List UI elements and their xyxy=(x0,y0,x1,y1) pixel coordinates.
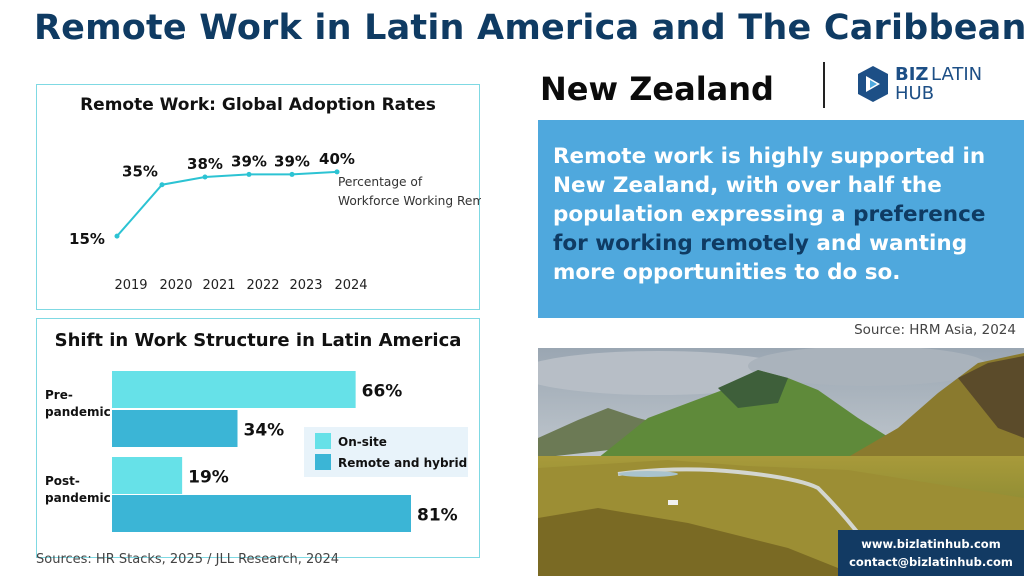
legend-label: Workforce Working Remotely xyxy=(338,194,481,208)
quote-part1: Remote work is highly supported in New Z… xyxy=(553,144,986,227)
website-link[interactable]: www.bizlatinhub.com xyxy=(861,537,1001,551)
bar-value-label: 66% xyxy=(362,382,403,402)
quote-box xyxy=(538,120,1024,318)
logo-text-hub: HUB xyxy=(895,83,935,104)
quote-highlight: preference for working remotely xyxy=(553,202,986,256)
logo-mark-icon xyxy=(858,66,888,102)
logo-text-latin: LATIN xyxy=(931,64,983,85)
structure-bar-chart: 66% 34% Pre-pandemic 19% 81% Post-pandemic On-… xyxy=(45,371,468,532)
legend-label: Percentage of xyxy=(338,175,423,189)
legend-swatch xyxy=(315,454,331,470)
x-tick-label: 2020 xyxy=(159,278,192,293)
bar-value-label: 34% xyxy=(244,421,285,441)
series-line xyxy=(116,170,338,237)
x-tick-label: 2022 xyxy=(246,278,279,293)
data-label: 39% xyxy=(274,152,310,170)
quote-text: Remote work is highly supported in New Z… xyxy=(553,142,1013,287)
bar-remote xyxy=(112,495,411,532)
bizlatinhub-logo: BIZ LATIN HUB xyxy=(855,64,995,104)
x-tick-label: 2023 xyxy=(289,278,322,293)
bar-value-label: 81% xyxy=(417,506,458,526)
data-label: 38% xyxy=(187,155,223,173)
data-point xyxy=(202,174,208,180)
structure-chart-title: Shift in Work Structure in Latin America xyxy=(54,330,462,351)
data-label: 35% xyxy=(122,163,158,181)
data-point xyxy=(334,169,340,175)
data-label: 39% xyxy=(231,152,267,170)
page-title: Remote Work in Latin America and The Car… xyxy=(34,8,1024,48)
source-hrm: Source: HRM Asia, 2024 xyxy=(854,322,1016,338)
data-point xyxy=(114,233,120,239)
category-label: Post- xyxy=(45,474,80,488)
bar-value-label: 19% xyxy=(188,468,229,488)
header-divider xyxy=(823,62,825,108)
logo-text-biz: BIZ xyxy=(895,64,929,85)
legend-label: On-site xyxy=(338,435,387,449)
category-label: Pre- xyxy=(45,388,73,402)
legend-swatch xyxy=(315,433,331,449)
work-structure-chart-panel: Shift in Work Structure in Latin America… xyxy=(36,318,480,558)
data-label: 40% xyxy=(319,150,355,168)
country-heading: New Zealand xyxy=(540,70,774,108)
bar-onsite xyxy=(112,457,183,494)
x-tick-label: 2019 xyxy=(114,278,147,293)
adoption-line-chart: 15% 35% 38% 39% 39% 40% 2019 2020 2021 2022 2023 20… xyxy=(69,150,481,293)
legend-box xyxy=(304,427,468,477)
category-label: pandemic xyxy=(45,405,111,419)
landscape-photo xyxy=(538,348,1024,576)
sources-footer: Sources: HR Stacks, 2025 / JLL Research,… xyxy=(36,552,340,567)
quote-part2: and wanting more opportunities to do so. xyxy=(553,231,968,285)
adoption-rates-chart-panel: Remote Work: Global Adoption Rates 15% 35… xyxy=(36,84,481,310)
category-label: pandemic xyxy=(45,491,111,505)
data-label: 15% xyxy=(69,230,105,248)
bar-onsite xyxy=(112,371,356,408)
bar-remote xyxy=(112,410,238,447)
adoption-chart-title: Remote Work: Global Adoption Rates xyxy=(80,95,436,115)
x-tick-label: 2024 xyxy=(334,278,367,293)
data-point xyxy=(159,182,165,188)
x-tick-label: 2021 xyxy=(202,278,235,293)
data-point xyxy=(289,171,295,177)
data-point xyxy=(246,171,252,177)
email-link[interactable]: contact@bizlatinhub.com xyxy=(849,555,1013,569)
legend-label: Remote and hybrid xyxy=(338,456,467,470)
contact-box: www.bizlatinhub.com contact@bizlatinhub.… xyxy=(838,530,1024,576)
